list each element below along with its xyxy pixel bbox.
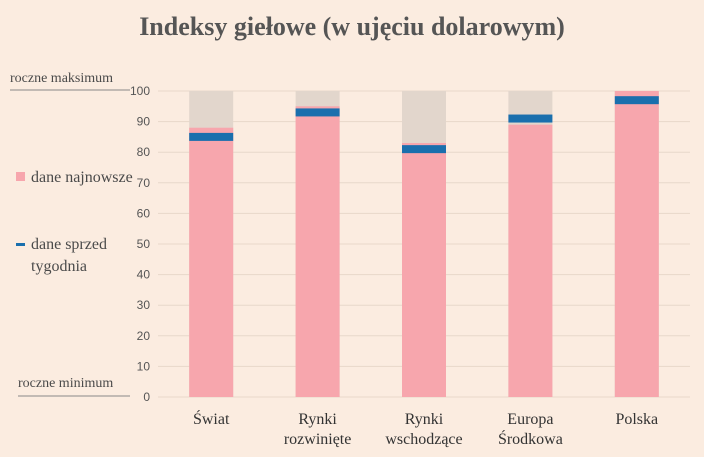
x-category-label: Rynki [405,411,444,428]
legend-label-week-ago: dane sprzed tygodnia [31,236,107,275]
y-tick-label: 100 [130,84,150,98]
y-tick-label: 30 [137,298,151,312]
x-category-label: Świat [193,409,230,428]
y-tick-label: 0 [143,390,150,404]
x-category-label: rozwinięte [284,431,352,448]
chart-title: Indeksy giełowe (w ujęciu dolarowym) [139,12,565,41]
marker-week-ago [295,108,340,117]
marker-week-ago [402,145,446,154]
bar-latest [295,106,340,398]
axis-label-max: roczne maksimum [10,71,114,86]
legend-swatch-latest [16,172,25,181]
legend-item-week-ago: dane sprzed tygodnia [16,234,141,278]
y-tick-label: 90 [137,115,151,129]
x-category-label: Europa [507,411,553,428]
y-tick-label: 80 [137,145,151,159]
x-category-label: wschodzące [385,431,462,448]
y-tick-label: 40 [137,268,151,282]
y-tick-label: 20 [137,329,151,343]
bar-latest [508,124,553,397]
legend-swatch-week-ago [16,243,25,246]
bar-latest [402,143,446,397]
axis-label-min: roczne minimum [18,376,114,391]
bar-latest [614,91,659,397]
y-tick-label: 60 [137,206,151,220]
legend-label-latest: dane najnowsze [31,169,133,186]
marker-week-ago [508,114,553,123]
legend-item-latest: dane najnowsze [16,167,141,189]
x-category-label: Polska [615,411,658,428]
y-tick-label: 10 [137,359,151,373]
marker-week-ago [189,132,234,141]
x-category-label: Rynki [298,411,337,428]
y-tick-label: 50 [137,237,151,251]
marker-week-ago [614,96,659,105]
x-category-label: Środkowa [498,429,563,448]
bar-latest [189,127,234,397]
y-tick-label: 70 [137,176,151,190]
